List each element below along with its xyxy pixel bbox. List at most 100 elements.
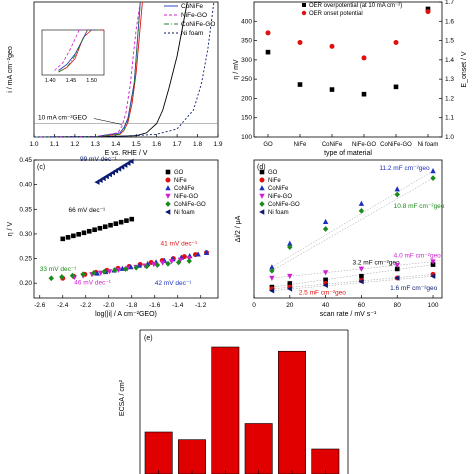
panel-d-x-tick-label: 80 (394, 302, 402, 309)
panel-d-legend-label: NiFe (268, 178, 281, 184)
panel-d-fit-line (271, 264, 434, 288)
panel-c-legend-label: NiFe-GO (174, 194, 198, 200)
panel-b-y-tick-label: 350 (241, 38, 252, 45)
panel-d-fit-line (271, 170, 434, 268)
panel-c-x-tick-label: -2.6 (34, 302, 46, 309)
panel-b-y-right-tick-label: 1.3 (445, 76, 454, 83)
panel-c-point-ni-foam (125, 160, 131, 166)
panel-b-y-right-tick-label: 1.0 (445, 134, 454, 141)
panel-d-legend-label: CoNiFe-GO (268, 202, 300, 208)
panel-c-point-go (102, 224, 108, 230)
panel-b-onset-point (329, 43, 335, 49)
panel-d-point-conife (430, 167, 436, 174)
panel-c-point-conife-go (80, 271, 86, 278)
panel-b-y-right-tick-label: 1.1 (445, 115, 454, 122)
panel-a-inset-tick-label: 1.40 (45, 78, 56, 84)
panel-c-x-tick-label: -1.4 (172, 302, 184, 309)
panel-c-point-conife-go (165, 260, 171, 267)
panel-c-point-conife-go (91, 270, 97, 276)
panel-c-x-axis-label: log(|i| / A cm⁻²GEO) (95, 311, 157, 318)
panel-c-legend-label: NiFe (174, 178, 187, 184)
panel-c-y-tick-label: 0.40 (19, 182, 32, 189)
panel-d-point-ni-foam (269, 288, 275, 294)
panel-b-overpotential: 100 150 200 250 300 350 400 1.0 1.1 1.2 1.3 1.4 1.5 1… (233, 0, 468, 157)
panel-c-point-ni-foam (103, 173, 109, 180)
panel-c-point-go (76, 232, 81, 237)
panel-b-y-right-axis-label: E_onset / V (461, 51, 468, 88)
panel-c-legend-swatch (165, 169, 171, 175)
panel-d-frame (253, 159, 443, 299)
panel-e-bar-go (144, 431, 173, 474)
panel-a-x-tick-label: 1.9 (213, 141, 222, 148)
panel-d-point-ni-foam (286, 286, 293, 292)
panel-c-y-tick-label: 0.35 (19, 206, 32, 213)
panel-c-point-nife-go (115, 267, 122, 273)
panel-d-point-ni-foam (322, 282, 328, 288)
panel-e-letter: (e) (144, 335, 153, 342)
panel-a-frame (33, 1, 219, 138)
panel-b-y-tick-label: 300 (241, 57, 252, 64)
panel-a-x-axis-label: E vs. RHE / V (105, 150, 148, 157)
panel-a-iv-curves: 1.0 1.1 1.2 1.3 1.4 1.5 1.6 1.7 1.8 1.9 E vs. RHE … (7, 1, 223, 157)
panel-d-x-axis-label: scan rate / mV s⁻¹ (320, 311, 377, 318)
panel-d-point-conife-go (358, 207, 365, 214)
panel-b-y-right-tick-label: 1.6 (445, 18, 454, 25)
panel-a-x-tick-label: 1.4 (111, 141, 120, 148)
panel-a-y-axis-label: i / mA cm⁻²geo (7, 46, 14, 93)
panel-c-frame (33, 159, 219, 299)
panel-a-inset-tick-label: 1.50 (86, 78, 97, 84)
panel-c-point-nife-go (151, 262, 157, 268)
panel-c-y-tick-label: 0.45 (19, 157, 32, 164)
panel-c-point-ni-foam (94, 179, 100, 185)
panel-b-x-axis-label: type of material (324, 150, 372, 157)
panel-c-point-ni-foam (116, 166, 122, 172)
panel-c-slope-label: 66 mV dec⁻¹ (69, 207, 107, 214)
panel-d-legend-swatch (259, 169, 265, 175)
panel-a-inset-curve (58, 29, 100, 73)
panel-c-x-tick-label: -1.6 (149, 302, 161, 309)
panel-d-point-nife-go (269, 275, 275, 281)
panel-d-x-tick-label: 100 (428, 302, 439, 309)
panel-d-point-nife-go (430, 259, 436, 265)
panel-b-y-axis-label: η / mV (233, 59, 240, 80)
panel-c-legend-label: CoNiFe (174, 186, 195, 192)
panel-c-x-tick-label: -2.4 (57, 302, 69, 309)
panel-d-point-conife-go (269, 267, 275, 274)
panel-d-point-conife-go (287, 244, 293, 251)
panel-b-overpotential-point (425, 6, 431, 12)
panel-c-point-conife-go (144, 263, 150, 270)
panel-c-point-go (71, 233, 76, 239)
panel-b-category-label: NiFe (294, 142, 307, 148)
panel-d-point-conife-go (322, 226, 329, 232)
panel-d-legend-swatch (259, 201, 265, 207)
panel-d-point-conife (394, 186, 400, 192)
panel-c-x-tick-label: -1.2 (195, 302, 207, 309)
panel-d-point-ni-foam (358, 278, 364, 285)
panel-c-point-conife (128, 264, 134, 270)
panel-c-point-go (65, 235, 71, 240)
panel-e-y-axis-label: ECSA / cm² (119, 379, 126, 416)
panel-b-overpotential-point (265, 49, 271, 55)
panel-d-legend-label: Ni foam (268, 210, 289, 216)
panel-b-category-label: CoNiFe-GO (380, 142, 412, 148)
panel-a-curve-go (33, 1, 188, 138)
panel-a-x-tick-label: 1.0 (29, 141, 38, 148)
panel-b-onset-point (265, 30, 271, 36)
panel-d-legend-swatch (259, 209, 265, 215)
panel-a-x-tick-label: 1.3 (91, 141, 100, 148)
panel-c-point-conife-go (133, 264, 139, 271)
panel-d-x-tick-label: 0 (252, 302, 256, 309)
panel-b-legend-label: OER onset potential (309, 11, 363, 17)
panel-c-point-conife-go (122, 266, 129, 272)
panel-a-curve-nife-go (33, 1, 141, 138)
panel-b-y-tick-label: 150 (241, 115, 252, 122)
panel-a-legend-label: CoNiFe (181, 3, 203, 10)
panel-c-y-tick-label: 0.20 (19, 280, 32, 287)
panel-c-point-ni-foam (119, 164, 125, 170)
panel-a-legend-label: NiFe-GO (181, 12, 207, 19)
panel-b-legend-label: OER overpotential (at 10 mA cm⁻²) (309, 3, 402, 9)
panel-c-point-nife-go (168, 259, 175, 265)
panel-d-point-ni-foam (430, 273, 436, 279)
panel-b-y-right-tick-label: 1.4 (445, 57, 454, 64)
panel-d-slope-label: 3.2 mF cm⁻²geo (352, 260, 400, 267)
